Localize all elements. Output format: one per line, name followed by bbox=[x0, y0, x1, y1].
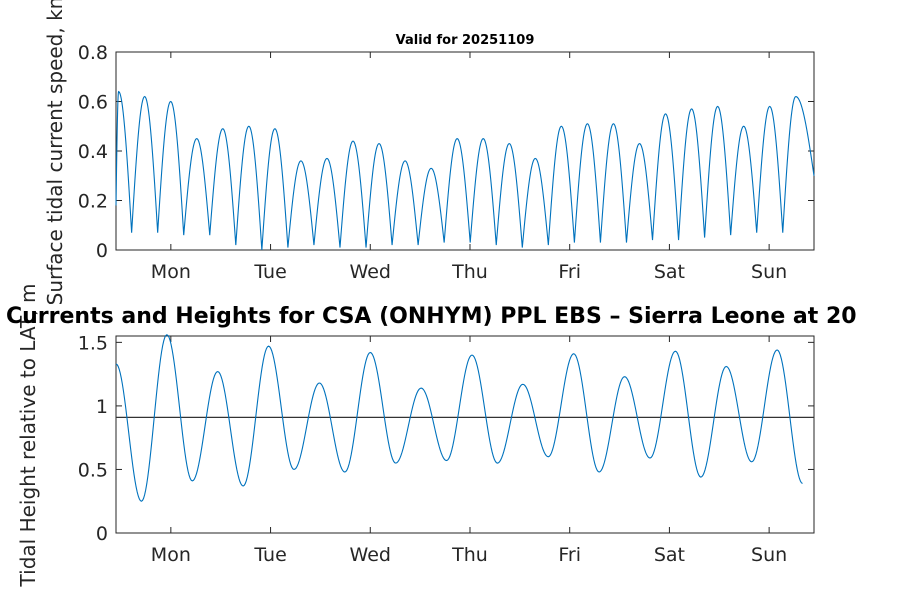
height-x-ticks: Mon Tue Wed Thu Fri Sat Sun bbox=[151, 336, 787, 566]
current-x-ticks: Mon Tue Wed Thu Fri Sat Sun bbox=[151, 52, 787, 283]
current-y-axis-label: Surface tidal current speed, kn bbox=[43, 0, 67, 305]
current-x-tick-label: Sat bbox=[654, 261, 685, 283]
current-y-tick-label: 0.6 bbox=[78, 92, 108, 114]
current-y-tick-label: 0 bbox=[96, 240, 108, 262]
height-x-tick-label: Tue bbox=[253, 544, 286, 566]
height-x-tick-label: Mon bbox=[151, 544, 191, 566]
current-plot-area bbox=[115, 51, 815, 251]
current-x-tick-label: Wed bbox=[350, 261, 391, 283]
current-y-tick-label: 0.8 bbox=[78, 42, 108, 64]
height-x-tick-label: Sat bbox=[654, 544, 685, 566]
current-x-tick-label: Tue bbox=[253, 261, 286, 283]
current-x-tick-label: Thu bbox=[451, 261, 488, 283]
current-y-tick-label: 0.2 bbox=[78, 191, 108, 213]
height-y-tick-label: 1.5 bbox=[78, 332, 108, 354]
height-y-tick-label: 1 bbox=[96, 396, 108, 418]
current-chart-title: Valid for 20251109 bbox=[396, 33, 535, 48]
height-y-axis-label: Tidal Height relative to LAT, m bbox=[16, 284, 40, 588]
tidal-height-panel: Tidal Height relative to LAT, m 0 0.5 1 1.5… bbox=[16, 284, 815, 588]
tidal-height-series-line bbox=[115, 334, 803, 502]
height-x-tick-label: Thu bbox=[451, 544, 488, 566]
current-x-tick-label: Mon bbox=[151, 261, 191, 283]
current-speed-panel: Valid for 20251109 Surface tidal current… bbox=[43, 0, 815, 305]
height-x-tick-label: Fri bbox=[558, 544, 581, 566]
current-x-tick-label: Sun bbox=[751, 261, 787, 283]
height-y-tick-label: 0 bbox=[96, 523, 108, 545]
current-y-ticks: 0 0.2 0.4 0.6 0.8 bbox=[78, 42, 814, 262]
height-x-tick-label: Sun bbox=[751, 544, 787, 566]
main-chart-title: Currents and Heights for CSA (ONHYM) PPL… bbox=[6, 304, 857, 329]
current-x-tick-label: Fri bbox=[558, 261, 581, 283]
height-y-tick-label: 0.5 bbox=[78, 459, 108, 481]
current-speed-series-line bbox=[115, 90, 815, 251]
height-x-tick-label: Wed bbox=[350, 544, 391, 566]
current-y-tick-label: 0.4 bbox=[78, 141, 108, 163]
height-plot-area bbox=[115, 335, 815, 534]
height-y-ticks: 0 0.5 1 1.5 bbox=[78, 332, 814, 545]
